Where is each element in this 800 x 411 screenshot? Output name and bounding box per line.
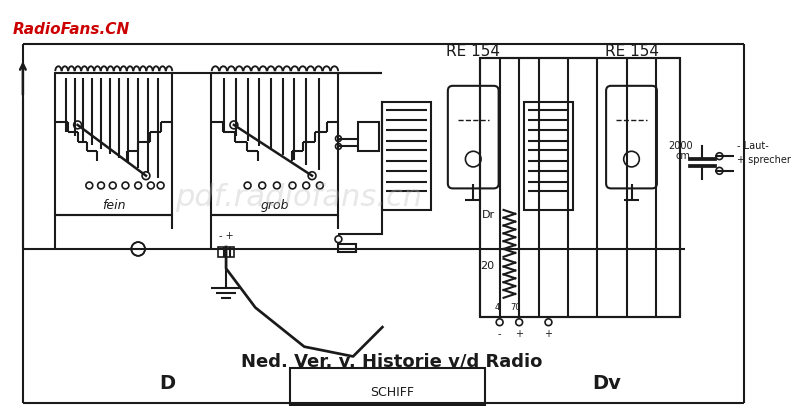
Bar bbox=[480, 58, 680, 317]
Bar bbox=[382, 102, 431, 210]
Text: cm: cm bbox=[676, 151, 690, 161]
Text: 4: 4 bbox=[495, 302, 500, 312]
Text: Ned. Ver. v. Historie v/d Radio: Ned. Ver. v. Historie v/d Radio bbox=[242, 352, 543, 370]
Text: 20: 20 bbox=[481, 261, 494, 270]
Text: +: + bbox=[545, 329, 553, 339]
Text: - Laut-: - Laut- bbox=[737, 141, 769, 151]
Text: Dr: Dr bbox=[482, 210, 494, 220]
Text: D: D bbox=[159, 374, 175, 393]
Bar bbox=[338, 244, 356, 252]
Text: RE 154: RE 154 bbox=[605, 44, 658, 58]
Text: -: - bbox=[498, 329, 502, 339]
Bar bbox=[358, 122, 379, 151]
Bar bbox=[218, 247, 234, 257]
Text: SCHIFF: SCHIFF bbox=[370, 386, 414, 399]
Text: RE 154: RE 154 bbox=[446, 44, 500, 58]
Text: pdf.radiofans.cn: pdf.radiofans.cn bbox=[175, 183, 422, 212]
Text: + sprecher: + sprecher bbox=[737, 155, 791, 165]
Text: Dv: Dv bbox=[593, 374, 622, 393]
Bar bbox=[55, 73, 172, 215]
Text: - +: - + bbox=[218, 231, 234, 241]
Text: +: + bbox=[515, 329, 523, 339]
Text: grob: grob bbox=[261, 199, 289, 212]
Bar bbox=[290, 368, 485, 405]
Text: 70: 70 bbox=[510, 302, 521, 312]
Bar bbox=[524, 102, 573, 210]
Text: 2000: 2000 bbox=[668, 141, 693, 151]
Bar bbox=[211, 73, 338, 215]
Text: RadioFans.CN: RadioFans.CN bbox=[13, 22, 130, 37]
Text: fein: fein bbox=[102, 199, 126, 212]
